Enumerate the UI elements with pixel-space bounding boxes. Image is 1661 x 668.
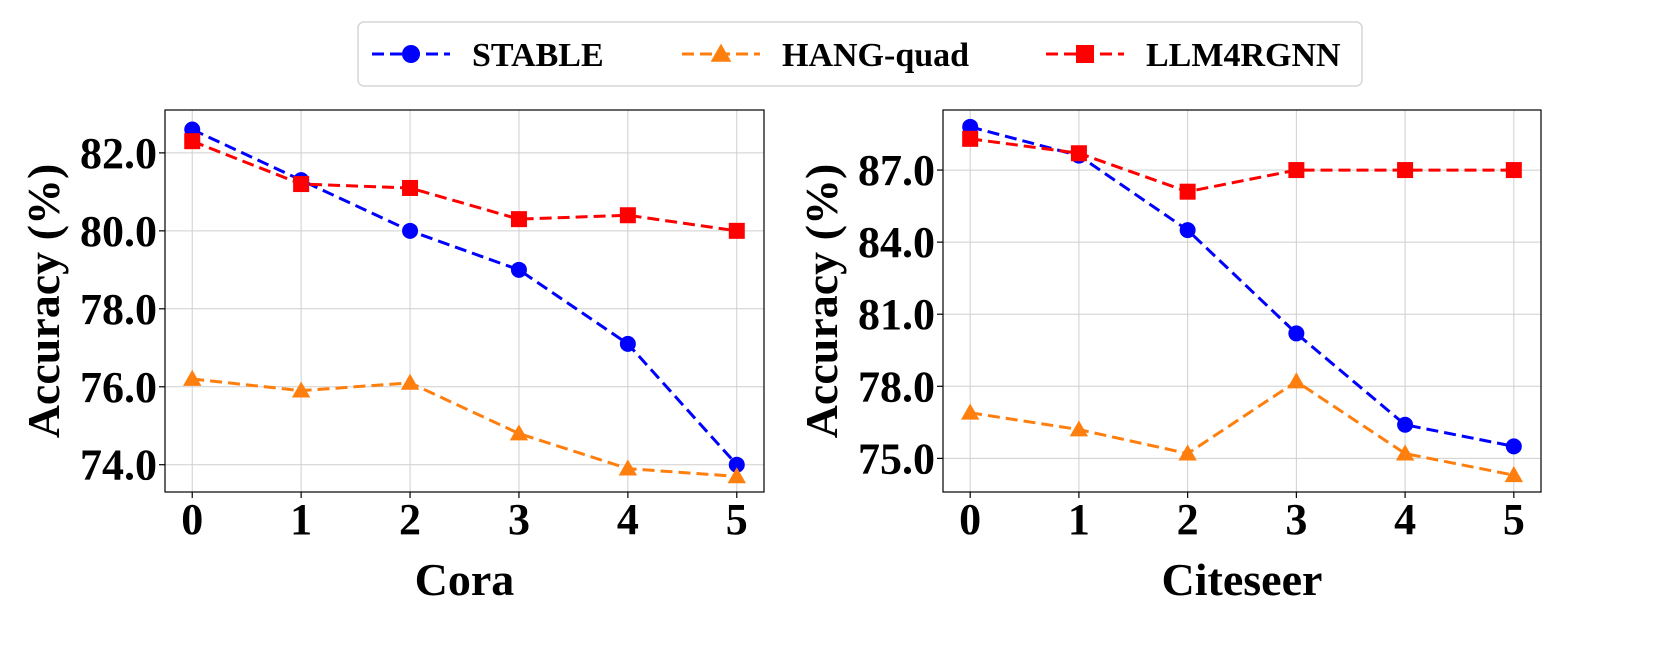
data-point-hang-quad	[400, 373, 420, 390]
data-point-hang-quad	[183, 369, 202, 386]
data-point-llm4rgnn	[1505, 162, 1522, 179]
data-point-stable	[962, 118, 979, 135]
y-tick-label: 81.0	[858, 290, 935, 339]
x-tick-label: 0	[959, 495, 981, 544]
x-tick-label: 3	[508, 495, 530, 544]
data-point-llm4rgnn	[1288, 162, 1305, 179]
data-point-llm4rgnn	[962, 130, 979, 147]
y-tick-label: 87.0	[858, 146, 935, 195]
x-tick-label: 4	[1394, 495, 1416, 544]
x-axis-label: Cora	[415, 554, 515, 605]
series-line-llm4rgnn	[191, 139, 737, 233]
data-point-hang-quad	[727, 467, 746, 484]
legend-marker-llm4rgnn	[1076, 45, 1094, 63]
data-point-hang-quad	[618, 459, 638, 476]
plot-frame	[942, 109, 1542, 493]
y-tick-label: 78.0	[80, 285, 157, 334]
data-point-stable	[1179, 222, 1196, 239]
data-point-stable	[402, 222, 419, 239]
data-point-llm4rgnn	[1070, 145, 1087, 162]
data-point-stable	[728, 456, 745, 473]
data-point-stable	[1288, 325, 1305, 342]
legend-label-hang-quad: HANG-quad	[782, 37, 969, 74]
data-point-llm4rgnn	[728, 222, 745, 239]
data-point-hang-quad	[960, 403, 980, 420]
series-line-stable	[969, 125, 1515, 448]
series-line-stable	[191, 128, 738, 466]
x-tick-label: 5	[1503, 495, 1525, 544]
legend-marker-stable	[402, 45, 420, 63]
series-line-hang-quad	[192, 377, 737, 478]
x-tick-label: 0	[181, 495, 203, 544]
data-point-hang-quad	[1178, 444, 1197, 461]
data-point-llm4rgnn	[402, 179, 419, 196]
data-point-llm4rgnn	[293, 176, 310, 193]
data-point-hang-quad	[1504, 465, 1524, 483]
y-tick-label: 78.0	[858, 362, 935, 411]
x-tick-label: 2	[1177, 495, 1199, 544]
y-tick-label: 84.0	[858, 218, 935, 267]
y-tick-label: 82.0	[80, 129, 157, 178]
data-point-hang-quad	[509, 424, 529, 441]
data-point-llm4rgnn	[619, 207, 636, 224]
series-line-llm4rgnn	[969, 137, 1514, 194]
legend-label-stable: STABLE	[472, 37, 604, 74]
x-tick-label: 5	[726, 495, 748, 544]
plot-citeseer: 0 1 2 3 4 5 75.0 78.0 81.0 84.0 87.0 Citeseer Accura…	[796, 109, 1542, 605]
legend-box	[357, 21, 1363, 87]
data-point-hang-quad	[1069, 420, 1089, 437]
x-tick-label: 2	[399, 495, 421, 544]
data-point-llm4rgnn	[1179, 183, 1196, 200]
legend: STABLE HANG-quad LLM4RGNN	[357, 21, 1363, 87]
y-tick-label: 76.0	[80, 363, 157, 412]
x-tick-label: 4	[617, 495, 639, 544]
data-point-llm4rgnn	[184, 133, 201, 150]
data-point-stable	[1505, 438, 1522, 455]
x-axis-label: Citeseer	[1162, 554, 1323, 605]
legend-marker-hang-quad	[710, 43, 732, 62]
y-axis-label: Accuracy (%)	[796, 164, 847, 439]
y-axis-label: Accuracy (%)	[18, 164, 69, 439]
plot-frame	[164, 109, 765, 493]
data-point-hang-quad	[1287, 372, 1306, 389]
data-point-hang-quad	[291, 381, 311, 398]
data-point-hang-quad	[1395, 444, 1415, 461]
data-point-llm4rgnn	[510, 211, 527, 228]
plot-cora: 0 1 2 3 4 5 74.0 76.0 78.0 80.0 82.0 Cora Accuracy (…	[18, 109, 765, 605]
data-point-stable	[1397, 416, 1414, 433]
x-tick-label: 3	[1285, 495, 1307, 544]
y-tick-label: 74.0	[80, 441, 157, 490]
y-tick-label: 80.0	[80, 207, 157, 256]
x-tick-label: 1	[290, 495, 312, 544]
data-point-stable	[510, 261, 527, 278]
y-tick-label: 75.0	[858, 434, 935, 483]
x-tick-label: 1	[1068, 495, 1090, 544]
series-line-hang-quad	[969, 379, 1515, 477]
data-point-llm4rgnn	[1397, 162, 1414, 179]
legend-label-llm4rgnn: LLM4RGNN	[1146, 37, 1341, 74]
data-point-stable	[619, 335, 636, 352]
